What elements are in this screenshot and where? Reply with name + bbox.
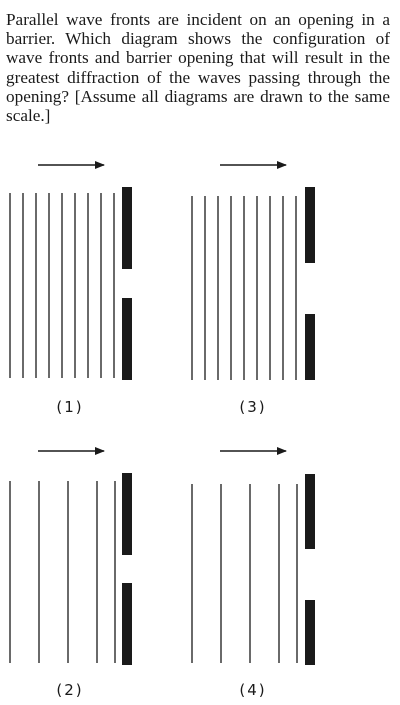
barrier-top bbox=[305, 187, 315, 263]
diagram-3: (3) bbox=[191, 161, 315, 416]
barrier-top bbox=[305, 474, 315, 549]
barrier-bottom bbox=[122, 298, 132, 380]
diagram-1: (1) bbox=[9, 161, 132, 416]
question-text: Parallel wave fronts are incident on an … bbox=[6, 10, 390, 126]
diagram-label: (3) bbox=[239, 398, 266, 416]
barrier-bottom bbox=[305, 600, 315, 665]
diagram-4: (4) bbox=[191, 447, 315, 699]
barrier-bottom bbox=[122, 583, 132, 665]
wavefronts bbox=[9, 193, 115, 378]
wavefronts bbox=[191, 484, 298, 663]
diagram-2: (2) bbox=[9, 447, 132, 699]
wavefronts bbox=[191, 196, 297, 380]
diagram-label: (2) bbox=[56, 681, 83, 699]
barrier-top bbox=[122, 473, 132, 555]
diagram-label: (4) bbox=[239, 681, 266, 699]
wavefronts bbox=[9, 481, 116, 663]
diagram-label: (1) bbox=[56, 398, 83, 416]
barrier-bottom bbox=[305, 314, 315, 380]
barrier-top bbox=[122, 187, 132, 269]
